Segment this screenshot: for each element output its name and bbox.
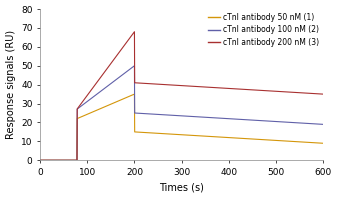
Y-axis label: Response signals (RU): Response signals (RU) — [5, 30, 16, 139]
Legend: cTnI antibody 50 nM (1), cTnI antibody 100 nM (2), cTnI antibody 200 nM (3): cTnI antibody 50 nM (1), cTnI antibody 1… — [208, 13, 319, 47]
X-axis label: Times (s): Times (s) — [159, 182, 204, 192]
